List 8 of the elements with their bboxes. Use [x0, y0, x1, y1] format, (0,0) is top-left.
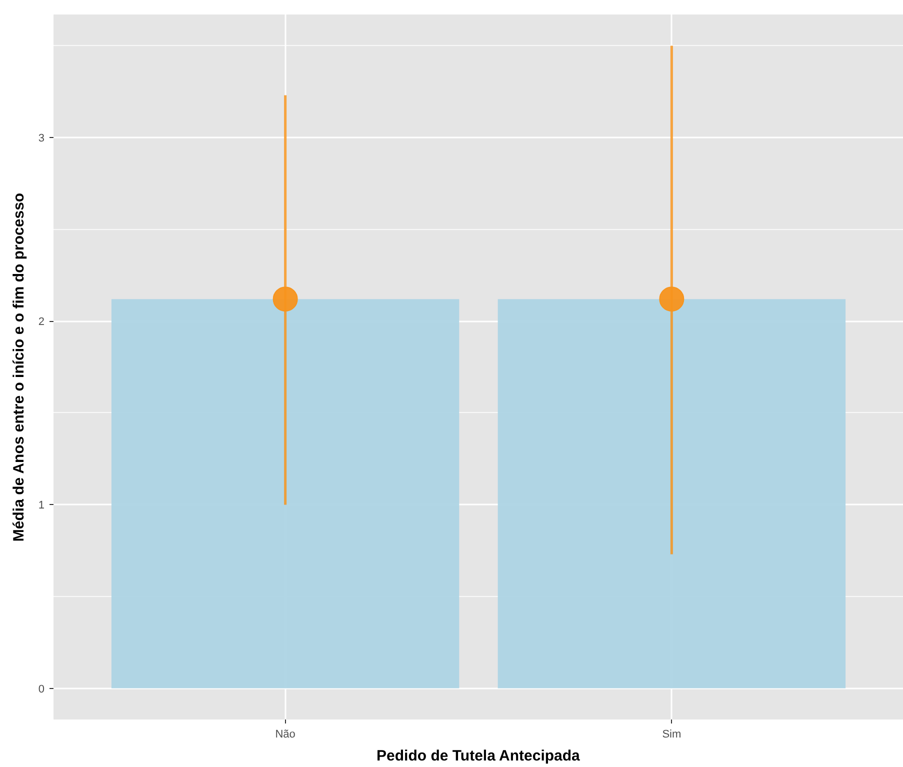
x-tick-label: Sim	[662, 728, 682, 740]
y-axis-title: Média de Anos entre o início e o fim do processo	[10, 192, 28, 542]
y-tick-label: 2	[38, 316, 45, 328]
x-axis-title: Pedido de Tutela Antecipada	[376, 748, 581, 764]
y-tick-label: 3	[38, 132, 45, 145]
y-tick-label: 1	[38, 500, 45, 512]
y-tick-label: 0	[38, 683, 45, 696]
x-tick-label: Não	[275, 728, 296, 740]
